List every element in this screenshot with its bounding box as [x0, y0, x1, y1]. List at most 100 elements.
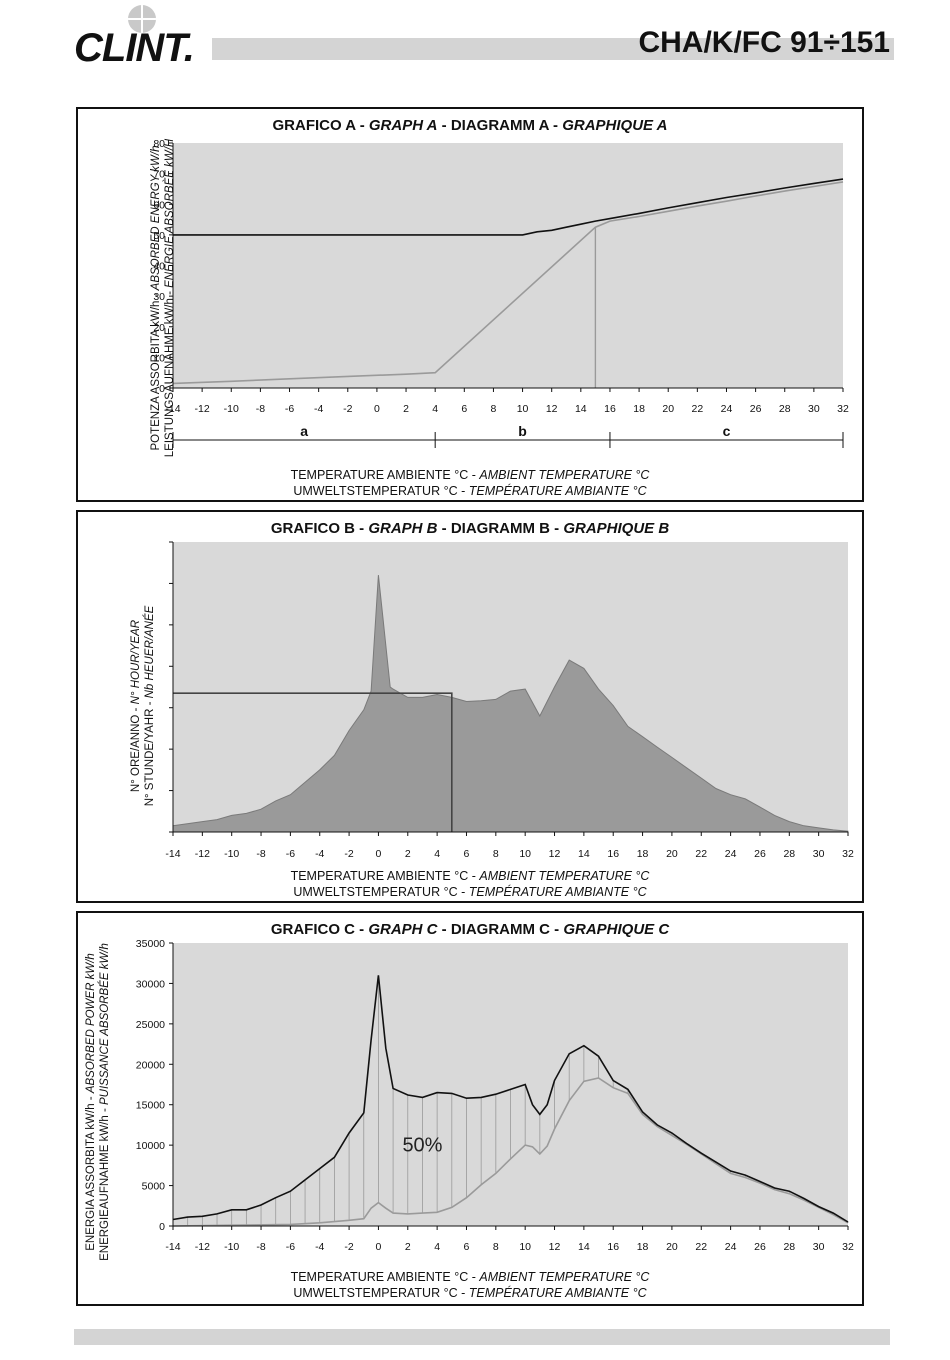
graph-c-x-tick-label: 8 — [493, 1241, 499, 1253]
graph-b-x-tick-label: 2 — [405, 848, 411, 860]
graph-a-x-tick-label: -14 — [165, 403, 180, 415]
graph-c-x-tick-label: 26 — [754, 1241, 766, 1253]
graph-b-x-tick-label: 18 — [637, 848, 649, 860]
graph-a-x-tick-label: 26 — [750, 403, 762, 415]
graph-c-x-tick-label: 2 — [405, 1241, 411, 1253]
graph-b-title: GRAFICO B - GRAPH B - DIAGRAMM B - GRAPH… — [270, 520, 670, 537]
graph-b-x-tick-label: 30 — [813, 848, 825, 860]
graph-a-x-tick-label: -6 — [285, 403, 294, 415]
graph-c-x-tick-label: -12 — [195, 1241, 210, 1253]
graph-c-x-tick-label: 4 — [434, 1241, 440, 1253]
graph-a-panel: GRAFICO A - GRAPH A - DIAGRAMM A - GRAPH… — [76, 107, 864, 502]
graph-a-x-tick-label: 14 — [575, 403, 587, 415]
graph-b-x-tick-label: -6 — [286, 848, 295, 860]
graph-c-x-tick-label: 24 — [725, 1241, 737, 1253]
graph-a-y-tick-label: 20 — [153, 322, 165, 334]
graph-c-x-tick-label: 20 — [666, 1241, 678, 1253]
graph-c-x-tick-label: -2 — [344, 1241, 353, 1253]
graph-b-x-tick-label: 32 — [842, 848, 854, 860]
graph-c-y-tick-label: 15000 — [136, 1100, 165, 1112]
graph-c-x-tick-label: 32 — [842, 1241, 854, 1253]
graph-b-reference-line — [173, 692, 453, 832]
graph-a-x-tick-label: -2 — [343, 403, 352, 415]
graph-c-x-tick-label: -8 — [256, 1241, 265, 1253]
graph-a-x-tick-label: 24 — [721, 403, 733, 415]
graph-a-x-tick-label: 16 — [604, 403, 616, 415]
graph-a-x-tick-label: 6 — [461, 403, 467, 415]
graph-c-annotation: 50% — [402, 1135, 442, 1157]
graph-b-x-tick-label: -14 — [165, 848, 180, 860]
graph-c-x-tick-label: 16 — [607, 1241, 619, 1253]
graph-b-x-tick-label: 22 — [695, 848, 707, 860]
graph-b-x-tick-label: -2 — [344, 848, 353, 860]
graph-c-x-tick-label: -4 — [315, 1241, 324, 1253]
graph-a-zone-label: b — [518, 423, 527, 439]
graph-b-x-tick-label: -10 — [224, 848, 239, 860]
graph-a-x-tick-label: 22 — [692, 403, 704, 415]
graph-a-y-tick-label: 40 — [153, 261, 165, 273]
graph-c-x-tick-label: -6 — [286, 1241, 295, 1253]
brand-logo: CLINT. — [74, 26, 195, 70]
graph-a-x-tick-label: 8 — [491, 403, 497, 415]
graph-a-x-tick-label: 10 — [517, 403, 529, 415]
graph-c-plot-area — [173, 943, 848, 1226]
graph-c-y-tick-label: 30000 — [136, 978, 165, 990]
graph-a-xlabel: TEMPERATURE AMBIENTE °C - AMBIENT TEMPER… — [290, 468, 650, 498]
graph-c-x-tick-label: 6 — [464, 1241, 470, 1253]
graph-a-zone-label: a — [300, 423, 308, 439]
graph-a-series-grey — [172, 181, 844, 385]
graph-a-series-dark — [173, 178, 844, 236]
graph-b-x-tick-label: -8 — [256, 848, 265, 860]
graph-a-x-tick-label: 2 — [403, 403, 409, 415]
graph-c-x-tick-label: 18 — [637, 1241, 649, 1253]
graph-b-x-tick-label: 4 — [434, 848, 440, 860]
graph-a-y-tick-label: 80 — [153, 138, 165, 150]
graph-c-x-tick-label: 28 — [783, 1241, 795, 1253]
graph-b-xlabel: TEMPERATURE AMBIENTE °C - AMBIENT TEMPER… — [290, 869, 650, 899]
graph-b-x-tick-label: 12 — [549, 848, 561, 860]
graph-c-x-tick-label: 30 — [813, 1241, 825, 1253]
graph-c-y-tick-label: 25000 — [136, 1019, 165, 1031]
graph-c-x-tick-label: -14 — [165, 1241, 180, 1253]
graph-b-x-tick-label: -12 — [195, 848, 210, 860]
graph-a-x-tick-label: -12 — [195, 403, 210, 415]
graph-c-y-tick-label: 0 — [159, 1221, 165, 1233]
graph-a-x-tick-label: 32 — [837, 403, 849, 415]
graph-b-x-tick-label: 8 — [493, 848, 499, 860]
graph-b-x-tick-label: 24 — [725, 848, 737, 860]
graph-a-x-tick-label: 18 — [633, 403, 645, 415]
graph-b-panel: GRAFICO B - GRAPH B - DIAGRAMM B - GRAPH… — [76, 510, 864, 903]
graph-a-zone-label: c — [723, 423, 731, 439]
graph-a-x-tick-label: 30 — [808, 403, 820, 415]
graph-b-x-tick-label: 10 — [519, 848, 531, 860]
page-header: CLINT. CHA/K/FC 91÷151 — [0, 0, 950, 80]
graph-c-title: GRAFICO C - GRAPH C - DIAGRAMM C - GRAPH… — [270, 921, 670, 938]
graph-b-x-tick-label: 6 — [464, 848, 470, 860]
graph-c-y-tick-label: 5000 — [142, 1181, 166, 1193]
graph-a-y-tick-label: 10 — [153, 352, 165, 364]
graph-c-x-tick-label: 22 — [695, 1241, 707, 1253]
header-bar — [212, 38, 894, 60]
footer-bar — [74, 1329, 890, 1345]
graph-b-x-tick-label: 20 — [666, 848, 678, 860]
graph-c-x-tick-label: 14 — [578, 1241, 590, 1253]
graph-c-x-tick-label: 0 — [376, 1241, 382, 1253]
graph-a-y-tick-label: 0 — [159, 383, 165, 395]
graph-b-x-tick-label: 26 — [754, 848, 766, 860]
graph-b-x-tick-label: 28 — [783, 848, 795, 860]
graph-b-chart: -14 -12 -10 -8 -6 -4 -2 0 2 4 6 8 10 12 14 16 18 20 22 24 26… — [165, 541, 854, 860]
graph-b-x-tick-label: 14 — [578, 848, 590, 860]
graph-a-y-tick-label: 30 — [153, 291, 165, 303]
graph-a-x-tick-label: -8 — [256, 403, 265, 415]
graph-b-area — [172, 575, 849, 833]
model-title: CHA/K/FC 91÷151 — [638, 26, 890, 59]
graph-a-y-tick-label: 70 — [153, 169, 165, 181]
graph-b-x-tick-label: 0 — [376, 848, 382, 860]
graph-a-x-tick-label: 4 — [432, 403, 438, 415]
graph-c-panel: GRAFICO C - GRAPH C - DIAGRAMM C - GRAPH… — [76, 911, 864, 1306]
graph-c-x-tick-label: 12 — [549, 1241, 561, 1253]
graph-a-x-tick-label: 12 — [546, 403, 558, 415]
graph-c-y-tick-label: 10000 — [136, 1140, 165, 1152]
